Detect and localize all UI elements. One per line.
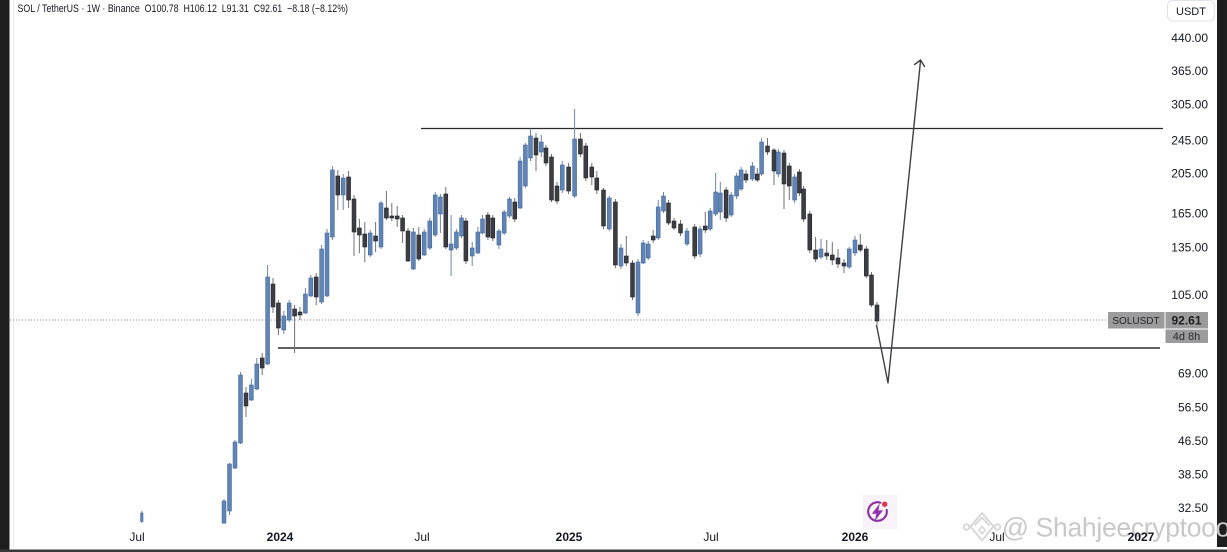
svg-text:365.00: 365.00 — [1171, 64, 1208, 78]
svg-text:Jul: Jul — [989, 530, 1004, 544]
svg-text:440.00: 440.00 — [1171, 31, 1208, 45]
svg-text:165.00: 165.00 — [1171, 207, 1208, 221]
svg-text:135.00: 135.00 — [1171, 241, 1208, 255]
svg-text:56.50: 56.50 — [1178, 401, 1208, 415]
svg-text:245.00: 245.00 — [1171, 134, 1208, 148]
svg-text:USDT: USDT — [1176, 6, 1206, 18]
svg-text:2024: 2024 — [267, 530, 294, 544]
svg-text:92.61: 92.61 — [1171, 314, 1201, 328]
svg-text:32.50: 32.50 — [1178, 501, 1208, 515]
svg-text:Jul: Jul — [129, 530, 144, 544]
svg-text:2025: 2025 — [556, 530, 583, 544]
svg-text:38.50: 38.50 — [1178, 468, 1208, 482]
svg-text:SOL / TetherUS · 1W · Binance: SOL / TetherUS · 1W · Binance O100.78 H1… — [18, 3, 349, 15]
svg-text:Jul: Jul — [414, 530, 429, 544]
svg-text:@ Shahjeecryptooo: @ Shahjeecryptooo — [1002, 513, 1227, 543]
svg-text:305.00: 305.00 — [1171, 98, 1208, 112]
svg-text:4d 8h: 4d 8h — [1173, 331, 1201, 343]
svg-text:46.50: 46.50 — [1178, 434, 1208, 448]
svg-text:2027: 2027 — [1128, 530, 1155, 544]
svg-text:69.00: 69.00 — [1178, 367, 1208, 381]
svg-text:2026: 2026 — [842, 530, 869, 544]
svg-text:Jul: Jul — [703, 530, 718, 544]
svg-text:SOLUSDT: SOLUSDT — [1112, 316, 1159, 327]
svg-text:205.00: 205.00 — [1171, 167, 1208, 181]
svg-text:105.00: 105.00 — [1171, 288, 1208, 302]
